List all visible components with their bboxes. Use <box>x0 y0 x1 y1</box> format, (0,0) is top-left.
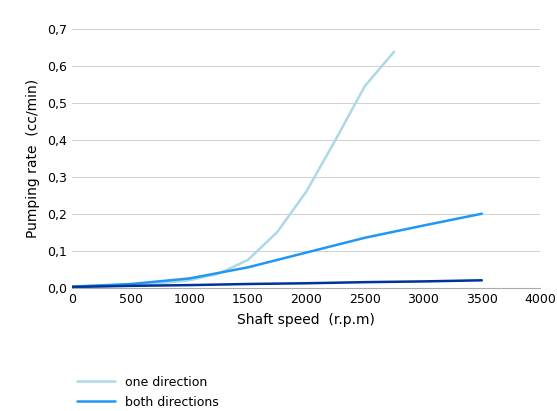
X-axis label: Shaft speed  (r.p.m): Shaft speed (r.p.m) <box>237 313 375 327</box>
one direction <box>332 137 339 142</box>
one direction <box>128 283 134 288</box>
one direction <box>69 284 76 289</box>
both directions <box>478 211 485 216</box>
Y-axis label: Pumping rate  (cc/min): Pumping rate (cc/min) <box>26 79 40 238</box>
without pumping leads <box>478 278 485 283</box>
one direction <box>303 189 310 194</box>
one direction <box>361 83 368 88</box>
Line: both directions: both directions <box>72 214 482 286</box>
one direction <box>391 49 398 54</box>
both directions <box>128 282 134 286</box>
both directions <box>69 284 76 289</box>
without pumping leads <box>303 281 310 286</box>
both directions <box>303 250 310 255</box>
without pumping leads <box>245 282 251 286</box>
one direction <box>186 278 193 283</box>
Line: without pumping leads: without pumping leads <box>72 280 482 287</box>
Line: one direction: one direction <box>72 52 394 286</box>
one direction <box>157 281 164 286</box>
without pumping leads <box>69 284 76 289</box>
without pumping leads <box>128 284 134 289</box>
Legend: one direction, both directions, without pumping leads: one direction, both directions, without … <box>72 371 273 411</box>
without pumping leads <box>420 279 427 284</box>
both directions <box>361 235 368 240</box>
both directions <box>186 276 193 281</box>
both directions <box>245 265 251 270</box>
one direction <box>274 230 281 235</box>
without pumping leads <box>186 283 193 288</box>
one direction <box>215 271 222 276</box>
without pumping leads <box>361 280 368 285</box>
both directions <box>420 223 427 228</box>
one direction <box>245 257 251 263</box>
one direction <box>99 284 105 289</box>
